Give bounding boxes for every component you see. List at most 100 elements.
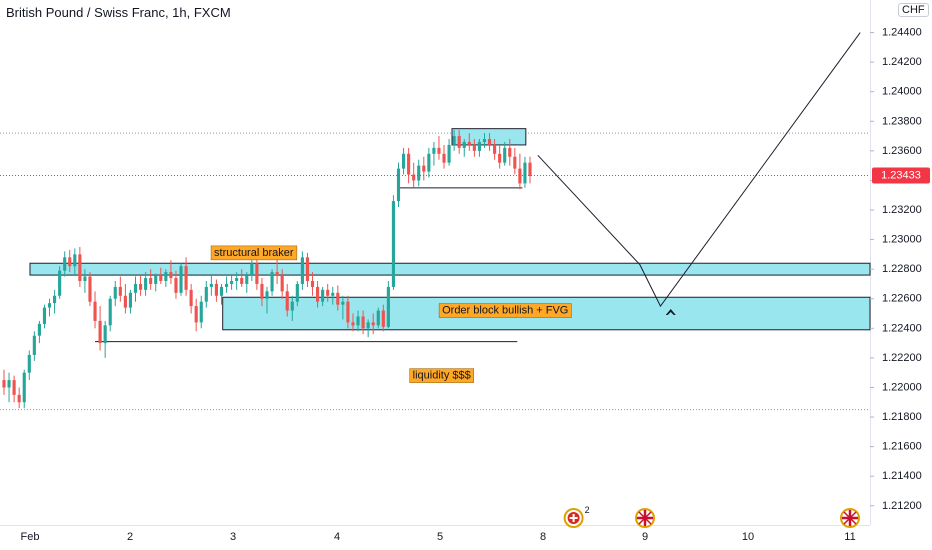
candle-body: [154, 275, 158, 284]
candle-body: [108, 298, 112, 326]
candle-body: [164, 272, 168, 281]
candle-body: [12, 380, 16, 395]
candle-body: [270, 272, 274, 292]
candle-body: [437, 147, 441, 154]
candle-body: [371, 322, 375, 326]
candle-body: [336, 292, 340, 305]
y-tick-label: 1.21600: [882, 441, 922, 453]
candle-body: [250, 263, 254, 276]
x-tick-label: 10: [742, 531, 754, 543]
x-tick-label: 4: [334, 531, 340, 543]
candle-body: [472, 144, 476, 151]
y-tick-label: 1.21200: [882, 500, 922, 512]
candle-body: [305, 257, 310, 281]
candle-body: [68, 257, 72, 267]
candle-body: [199, 301, 203, 323]
x-tick-label: 3: [230, 531, 236, 543]
candle-body: [361, 316, 365, 329]
candle-body: [351, 322, 355, 326]
candle-body: [37, 323, 41, 336]
candle-body: [427, 153, 431, 172]
candle-body: [285, 291, 289, 311]
annotation-label: structural braker: [214, 247, 294, 259]
up-arrow-icon: [665, 309, 676, 316]
candle-body: [508, 147, 512, 157]
candle-body: [482, 139, 487, 142]
candle-body: [265, 291, 269, 299]
x-tick-label: 2: [127, 531, 133, 543]
candle-body: [422, 165, 426, 172]
zone-label-bg: [438, 303, 572, 318]
candle-body: [169, 272, 173, 279]
candle-body: [118, 286, 122, 296]
candle-body: [477, 141, 481, 151]
candle-body: [159, 275, 163, 281]
y-tick-label: 1.22000: [882, 381, 922, 393]
candle-body: [498, 153, 502, 163]
candle-body: [356, 316, 360, 326]
candle-body: [27, 354, 31, 373]
candle-body: [331, 292, 335, 296]
x-tick-label: 8: [540, 531, 546, 543]
zone-rect[interactable]: [29, 262, 871, 276]
currency-badge[interactable]: CHF: [898, 3, 929, 17]
candle-body: [386, 286, 390, 327]
y-tick-label: 1.23800: [882, 115, 922, 127]
candle-body: [113, 286, 117, 299]
candle-body: [133, 283, 138, 293]
candle-body: [300, 257, 304, 284]
candle-body: [2, 380, 6, 388]
candle-body: [63, 257, 67, 271]
y-tick-label: 1.24200: [882, 56, 922, 68]
candle-body: [346, 301, 350, 323]
candle-body: [83, 276, 87, 281]
candle-body: [53, 295, 57, 304]
candle-body: [467, 141, 471, 145]
current-price-label: 1.23433: [881, 170, 921, 182]
candle-body: [47, 303, 52, 308]
x-tick-label: 9: [642, 531, 648, 543]
candle-body: [290, 301, 294, 311]
candle-body: [493, 144, 497, 154]
candle-body: [128, 292, 133, 308]
y-tick-label: 1.22400: [882, 322, 922, 334]
candle-body: [7, 380, 11, 388]
candle-body: [73, 254, 77, 267]
candle-body: [513, 156, 517, 169]
x-tick-label: Feb: [21, 531, 40, 543]
candle-body: [88, 276, 92, 302]
candle-body: [376, 310, 380, 326]
candle-body: [209, 283, 213, 287]
candle-body: [295, 283, 299, 302]
candle-body: [412, 174, 416, 181]
candle-body: [326, 289, 330, 296]
candle-body: [149, 278, 153, 284]
projection-path[interactable]: [537, 32, 861, 308]
candle-body: [462, 141, 466, 148]
candle-body: [321, 289, 325, 302]
candle-body: [381, 310, 385, 327]
candle-body: [310, 280, 315, 287]
candle-body: [184, 266, 188, 290]
candle-body: [452, 136, 456, 145]
candle-body: [528, 162, 532, 176]
candle-body: [401, 153, 406, 169]
candle-body: [240, 278, 244, 284]
candle-body: [17, 394, 21, 403]
candle-body: [407, 153, 411, 175]
y-tick-label: 1.21400: [882, 470, 922, 482]
candle-body: [260, 283, 264, 299]
candle-body: [98, 320, 102, 344]
candle-body: [235, 278, 239, 281]
y-tick-label: 1.24400: [882, 27, 922, 39]
current-price-tag[interactable]: [872, 167, 930, 184]
candle-body: [503, 147, 507, 163]
candle-body: [442, 153, 446, 163]
candle-body: [123, 295, 127, 308]
y-tick-label: 1.23200: [882, 204, 922, 216]
candle-body: [255, 263, 259, 284]
candle-body: [32, 335, 36, 355]
candle-body: [523, 162, 527, 184]
